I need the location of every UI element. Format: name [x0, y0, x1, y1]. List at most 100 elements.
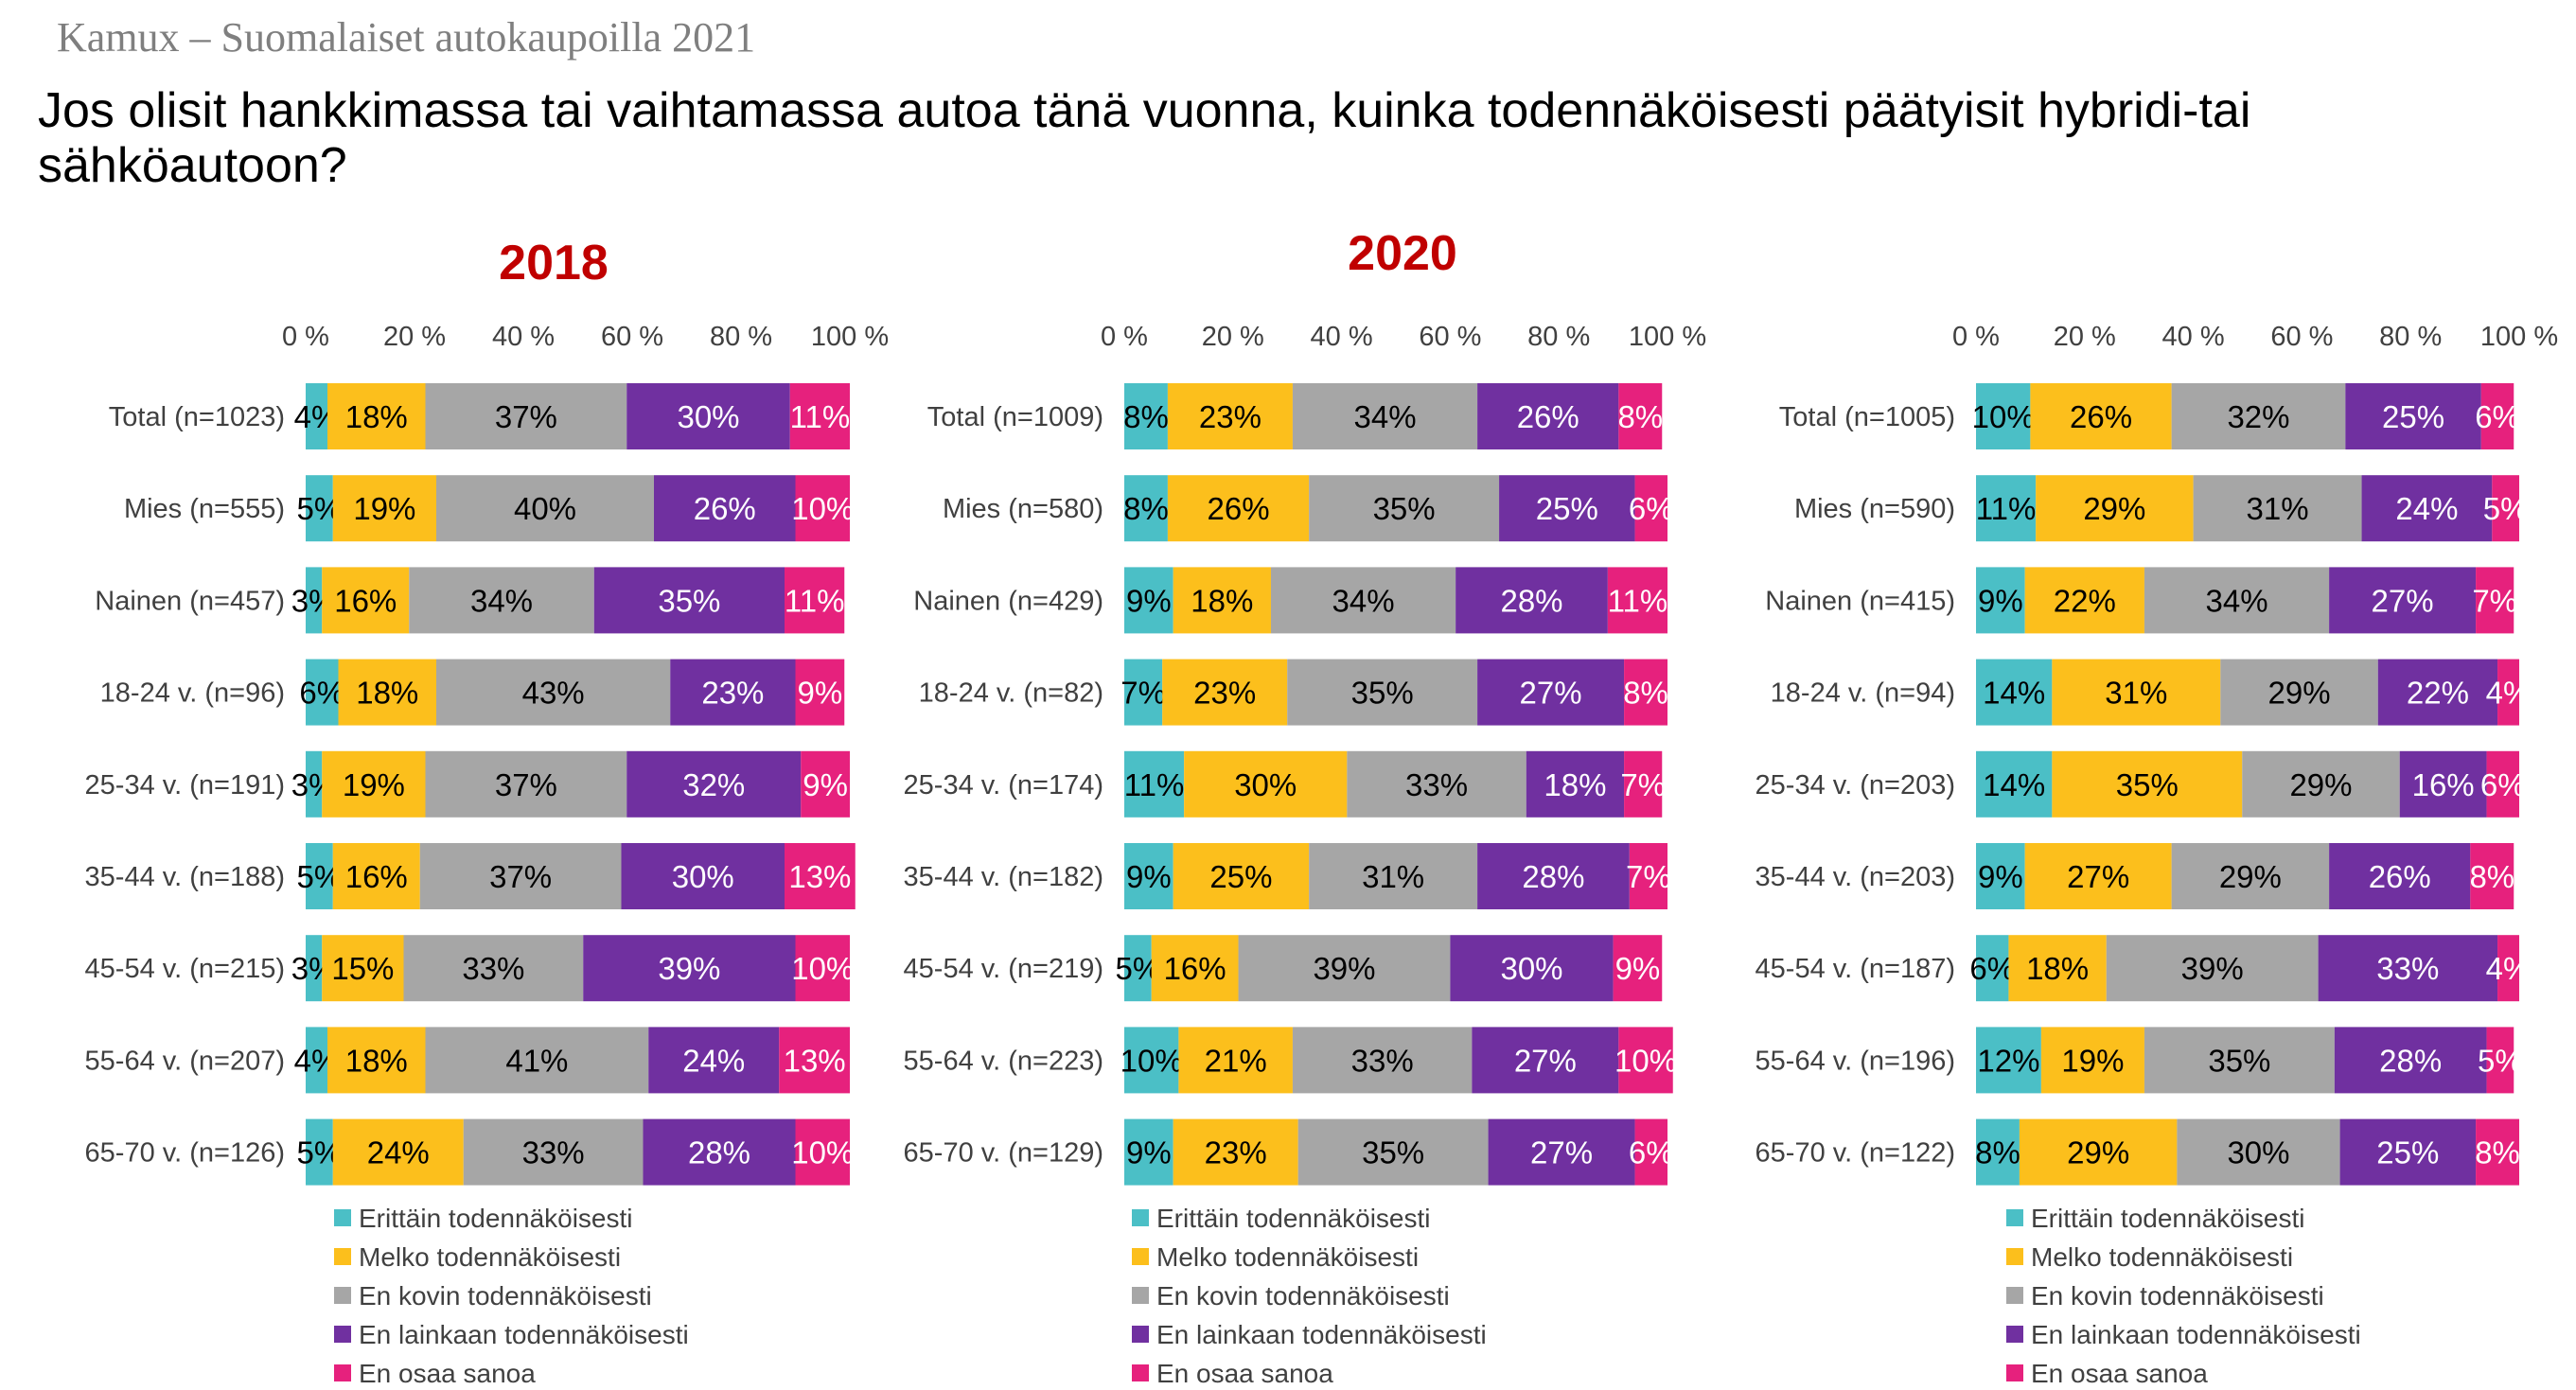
category-label: Total (n=1023)	[109, 402, 285, 432]
chart-panel-1: 2018 0 % 20 % 40 % 60 % 80 % 100 % Total (n=102…	[85, 236, 890, 1388]
data-label: 10%	[1120, 1043, 1183, 1078]
bar-segment	[2036, 475, 2194, 542]
data-label: 21%	[1205, 1043, 1267, 1078]
chart-panel-2: 2020 0 % 20 % 40 % 60 % 80 % 100 % Total (n=100…	[904, 226, 1707, 1388]
bar-segment	[1976, 935, 2009, 1002]
bar-segment	[2318, 935, 2498, 1002]
bar-segment	[795, 475, 850, 542]
data-label: 26%	[1208, 491, 1270, 526]
x-tick-label: 100 %	[811, 322, 889, 352]
data-label: 19%	[343, 767, 405, 802]
bar-segment	[1173, 567, 1271, 634]
bar-segment	[306, 750, 323, 818]
data-label: 27%	[1514, 1043, 1577, 1078]
data-label: 6%	[299, 676, 344, 711]
data-label: 34%	[2205, 583, 2267, 618]
bar-segment	[1124, 1027, 1179, 1094]
category-label: Nainen (n=415)	[1765, 586, 1955, 616]
bar-segment	[643, 1118, 796, 1186]
bar-segment	[2329, 567, 2477, 634]
data-label: 23%	[1199, 399, 1262, 434]
bar-segment	[2019, 1118, 2178, 1186]
data-label: 39%	[658, 951, 720, 986]
data-label: 9%	[1126, 583, 1172, 618]
x-tick-label: 20 %	[1202, 322, 1264, 352]
chart-title: 2018	[499, 236, 609, 290]
data-label: 41%	[505, 1043, 568, 1078]
bar-segment	[1976, 383, 2031, 449]
legend-swatch	[334, 1209, 351, 1226]
data-label: 34%	[1332, 583, 1395, 618]
data-label: 19%	[353, 491, 415, 526]
data-label: 16%	[334, 583, 397, 618]
bar-segment	[2040, 1027, 2144, 1094]
category-label: 55-64 v. (n=196)	[1756, 1046, 1955, 1076]
legend-label: En lainkaan todennäköisesti	[359, 1320, 689, 1349]
bar-segment	[2242, 750, 2400, 818]
legend-label: En osaa sanoa	[2031, 1359, 2208, 1388]
bar-segment	[2052, 750, 2243, 818]
data-label: 9%	[803, 767, 848, 802]
bar-segment	[583, 935, 796, 1002]
data-label: 18%	[1544, 767, 1606, 802]
data-label: 4%	[2486, 676, 2532, 711]
legend-label: En kovin todennäköisesti	[359, 1281, 652, 1311]
bar-segment	[322, 750, 426, 818]
data-label: 23%	[701, 676, 764, 711]
category-label: 45-54 v. (n=219)	[904, 954, 1103, 984]
data-label: 25%	[1536, 491, 1598, 526]
category-label: 25-34 v. (n=174)	[904, 770, 1103, 801]
bar-segment	[1124, 383, 1168, 449]
bar-segment	[2177, 1118, 2340, 1186]
data-label: 9%	[1978, 583, 2023, 618]
bar-segment	[1287, 659, 1478, 726]
bar-segment	[1167, 383, 1293, 449]
data-label: 26%	[694, 491, 756, 526]
bar-segment	[2399, 750, 2487, 818]
data-label: 14%	[1983, 767, 2045, 802]
bar-segment	[306, 843, 333, 909]
data-label: 11%	[1124, 767, 1185, 802]
bar-segment	[1270, 567, 1456, 634]
category-label: 35-44 v. (n=203)	[1756, 862, 1955, 892]
bar-segment	[2220, 659, 2378, 726]
bar-segment	[306, 567, 323, 634]
bar-segment	[2144, 1027, 2335, 1094]
bar-segment	[789, 383, 850, 449]
bar-segment	[306, 659, 339, 726]
data-label: 25%	[2376, 1135, 2439, 1170]
bar-segment	[2334, 1027, 2487, 1094]
data-label: 7%	[1620, 767, 1666, 802]
data-label: 31%	[2105, 676, 2167, 711]
data-label: 40%	[514, 491, 576, 526]
legend-swatch	[334, 1326, 351, 1343]
bar-segment	[436, 475, 654, 542]
bar-segment	[626, 750, 802, 818]
bar-segment	[436, 659, 671, 726]
bar-segment	[425, 383, 627, 449]
x-tick-label: 60 %	[2270, 322, 2333, 352]
bar-segment	[1124, 843, 1173, 909]
data-label: 30%	[677, 399, 739, 434]
legend-swatch	[1132, 1364, 1149, 1381]
data-label: 16%	[1164, 951, 1226, 986]
bar-segment	[626, 383, 790, 449]
data-label: 5%	[2478, 1043, 2523, 1078]
category-label: 18-24 v. (n=82)	[919, 678, 1103, 709]
data-label: 29%	[2083, 491, 2145, 526]
category-label: Nainen (n=429)	[913, 586, 1103, 616]
bar-segment	[1292, 1027, 1473, 1094]
data-label: 7%	[1626, 859, 1671, 894]
x-tick-label: 40 %	[492, 322, 555, 352]
bar-segment	[1613, 935, 1663, 1002]
question-title: Jos olisit hankkimassa tai vaihtamassa a…	[38, 83, 2251, 193]
data-label: 10%	[791, 1135, 854, 1170]
data-label: 13%	[788, 859, 851, 894]
data-label: 18%	[356, 676, 418, 711]
data-label: 9%	[798, 676, 843, 711]
bar-segment	[2480, 383, 2514, 449]
data-label: 8%	[1123, 491, 1169, 526]
data-label: 10%	[791, 491, 854, 526]
data-label: 33%	[2376, 951, 2439, 986]
